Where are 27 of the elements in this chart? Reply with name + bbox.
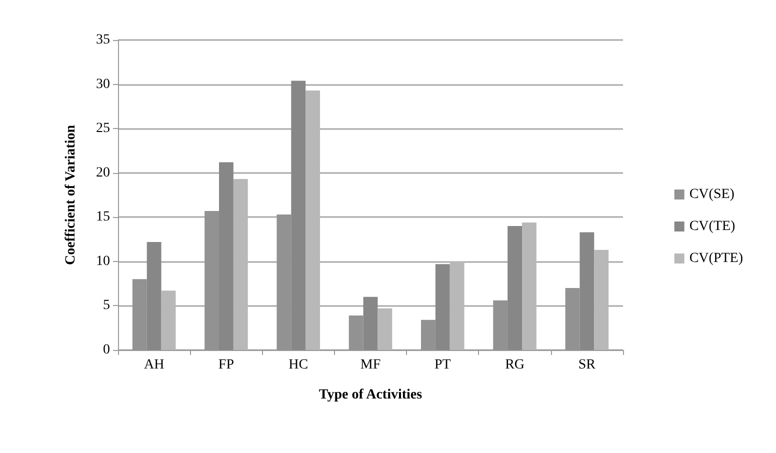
x-tick-label: PT [434,358,452,372]
x-tick-label: RG [505,358,525,372]
bar [378,308,392,350]
bar [306,90,320,350]
bar [522,222,536,350]
y-tick-label: 5 [103,298,110,314]
x-tick-label: MF [360,358,381,372]
legend-label: CV(SE) [689,187,735,202]
y-axis-title: Coefficient of Variation [64,124,78,265]
x-tick-label: HC [288,358,308,372]
legend-label: CV(TE) [689,219,736,234]
bar [450,261,464,350]
x-tick-label: FP [218,358,234,372]
y-tick-label: 10 [96,254,110,269]
bar [233,179,248,350]
y-tick-label: 0 [103,342,110,358]
x-tick-label: SR [578,358,596,372]
y-tick-label: 15 [96,210,110,225]
y-tick-label: 20 [96,165,110,180]
bar [161,290,176,350]
x-tick-label: AH [144,358,164,372]
bar [594,250,609,350]
x-axis-title: Type of Activities [318,388,423,402]
y-tick-label: 30 [96,76,110,92]
y-tick-label: 25 [96,121,110,136]
y-tick-label: 35 [96,32,110,48]
legend-label: CV(PTE) [689,251,744,266]
